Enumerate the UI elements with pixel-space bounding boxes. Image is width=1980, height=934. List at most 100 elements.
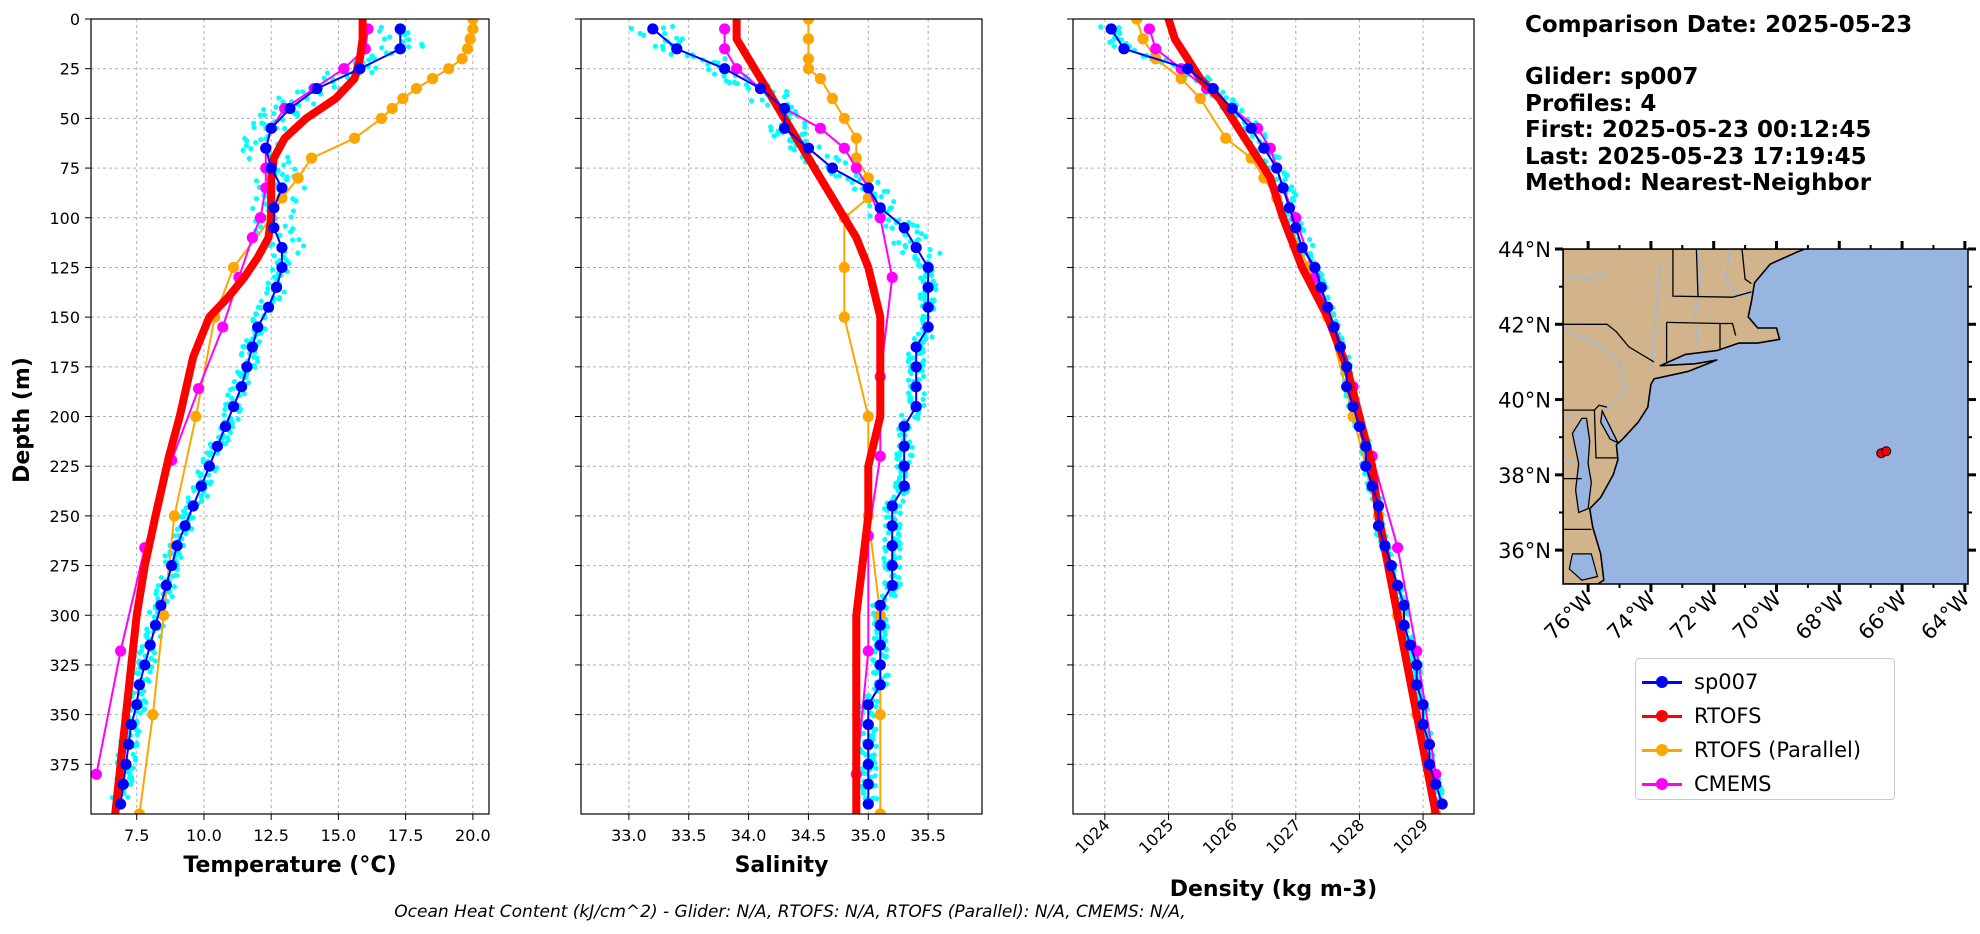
glider-profile-point <box>254 355 260 361</box>
glider-profile-point <box>900 249 906 256</box>
data-point-sp007 <box>778 122 791 134</box>
glider-profile-point <box>1220 89 1226 95</box>
glider-profile-point <box>870 712 876 718</box>
glider-profile-point <box>324 70 331 76</box>
glider-profile-point <box>132 757 139 763</box>
glider-profile-point <box>883 223 889 229</box>
data-point-sp007 <box>1404 639 1416 651</box>
glider-profile-point <box>867 203 873 209</box>
glider-profile-point <box>866 693 872 699</box>
glider-profile-point <box>213 465 219 471</box>
glider-profile-point <box>937 250 943 256</box>
glider-profile-point <box>258 137 264 143</box>
glider-profile-point <box>221 412 227 418</box>
glider-profile-point <box>867 213 873 219</box>
glider-profile-point <box>715 60 721 66</box>
glider-profile-point <box>1284 172 1290 178</box>
data-point-rtofs-parallel- <box>133 808 146 814</box>
data-point-sp007 <box>1379 540 1391 552</box>
glider-profile-point <box>787 145 794 151</box>
data-point-sp007 <box>203 460 215 472</box>
glider-profile-point <box>271 253 277 259</box>
glider-profile-point <box>1310 242 1316 248</box>
glider-profile-point <box>882 673 889 679</box>
glider-profile-point <box>870 755 877 761</box>
data-point-cmems <box>338 63 350 75</box>
river <box>1563 270 1608 280</box>
data-point-sp007 <box>1277 182 1289 194</box>
glider-profile-point <box>711 71 718 77</box>
glider-profile-point <box>147 669 153 675</box>
x-axis-label: Density (kg m-3) <box>1170 877 1378 902</box>
chesapeake-bay <box>1571 417 1592 514</box>
glider-profile-point <box>660 25 667 31</box>
glider-profile-point <box>246 155 252 162</box>
glider-profile-point <box>891 198 897 205</box>
data-point-sp007 <box>265 162 277 174</box>
nova-scotia <box>1895 249 1900 250</box>
glider-profile-point <box>791 147 798 153</box>
glider-profile-point <box>920 396 926 402</box>
glider-profile-point <box>261 106 267 113</box>
data-point-cmems <box>719 23 731 35</box>
glider-profile-point <box>892 555 898 561</box>
profile-panel-1: 0 25 50 75 100 125 150 175 200 225 250 275 300 325 350… <box>49 10 490 878</box>
glider-profile-point <box>190 515 196 521</box>
glider-profile-point <box>141 707 147 713</box>
data-point-rtofs-parallel- <box>838 112 850 124</box>
data-point-sp007 <box>1423 738 1436 751</box>
glider-name: Glider: sp007 <box>1525 64 1699 91</box>
data-point-rtofs-parallel- <box>802 63 815 75</box>
glider-profile-point <box>158 574 164 581</box>
glider-profile-point <box>882 536 888 543</box>
data-point-sp007 <box>898 420 910 433</box>
data-point-rtofs-parallel- <box>410 82 422 95</box>
legend-label: RTOFS (Parallel) <box>1694 738 1862 762</box>
glider-profile-point <box>204 493 210 499</box>
glider-profile-point <box>1230 97 1236 103</box>
glider-profile-point <box>918 231 925 237</box>
glider-profile-point <box>759 97 765 103</box>
y-tick-label: 100 <box>49 209 80 228</box>
legend-item-cmems: CMEMS <box>1636 767 1894 801</box>
glider-profile-point <box>883 514 890 520</box>
glider-profile-point <box>225 392 231 398</box>
glider-profile-point <box>788 104 795 110</box>
data-point-sp007 <box>754 82 767 95</box>
data-point-sp007 <box>922 301 934 313</box>
glider-profile-point <box>251 362 257 369</box>
legend-item-rtofs-parallel: RTOFS (Parallel) <box>1636 733 1894 767</box>
y-tick-label: 225 <box>49 457 80 476</box>
glider-profile-point <box>868 774 874 780</box>
glider-profile-point <box>257 112 264 118</box>
glider-profile-point <box>258 298 264 304</box>
glider-profile-point <box>774 131 780 137</box>
plot-area <box>628 19 943 814</box>
glider-profile-point <box>208 450 214 456</box>
glider-profile-point <box>873 704 879 710</box>
legend: sp007 RTOFS RTOFS (Parallel) CMEMS <box>1635 658 1895 800</box>
glider-profile-point <box>169 593 175 600</box>
glider-profile-point <box>248 146 254 152</box>
data-point-sp007 <box>1366 480 1378 492</box>
glider-profile-point <box>207 481 213 487</box>
data-point-cmems <box>838 142 850 154</box>
data-point-rtofs-parallel- <box>426 73 439 85</box>
glider-profile-point <box>253 196 260 202</box>
glider-profile-point <box>235 369 241 375</box>
data-point-sp007 <box>922 261 934 274</box>
glider-profile-point <box>197 473 203 479</box>
glider-profile-point <box>891 240 897 246</box>
glider-profile-point <box>373 65 379 71</box>
data-point-rtofs-parallel- <box>464 33 476 45</box>
glider-profile-point <box>915 331 922 337</box>
glider-profile-point <box>229 395 235 401</box>
data-point-rtofs-parallel- <box>461 43 474 55</box>
data-point-sp007 <box>276 261 288 274</box>
glider-profile-point <box>270 267 276 273</box>
series-line-cmems <box>723 27 894 776</box>
glider-profile-point <box>896 575 902 581</box>
glider-profile-point <box>897 546 903 552</box>
glider-profile-point <box>241 391 247 397</box>
data-point-rtofs-parallel- <box>814 73 827 85</box>
